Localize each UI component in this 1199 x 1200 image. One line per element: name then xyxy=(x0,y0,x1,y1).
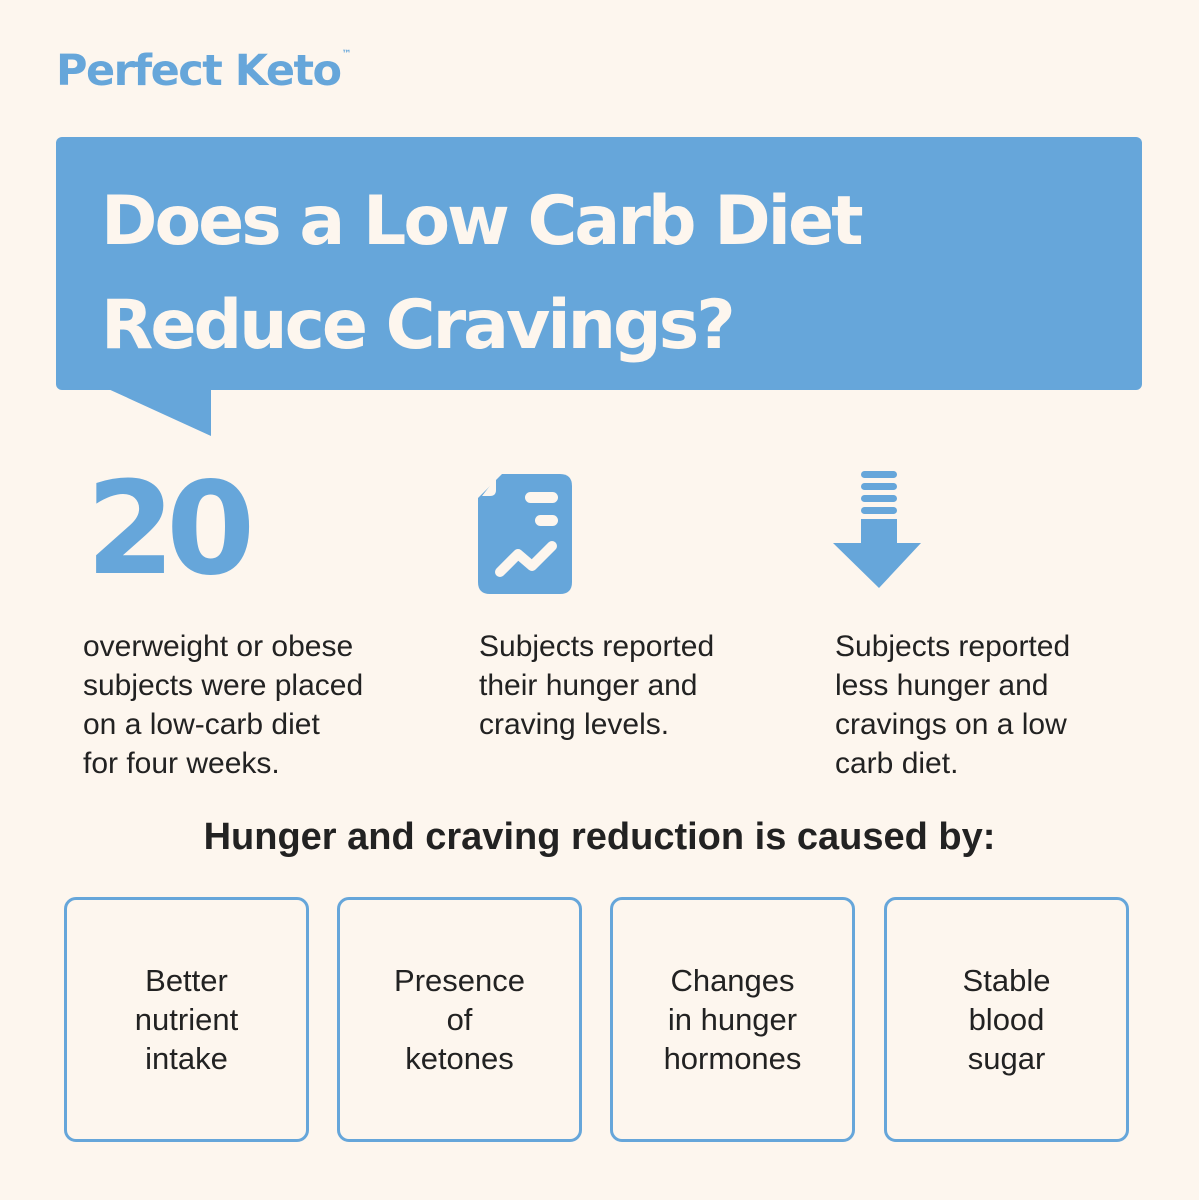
cause-label: Changes in hunger hormones xyxy=(663,963,802,1076)
cause-card-ketones: Presence of ketones xyxy=(337,897,582,1142)
headline-line-1: Does a Low Carb Diet xyxy=(101,182,864,261)
study-subjects-text: overweight or obese subjects were placed… xyxy=(83,630,364,780)
cause-card-nutrient-intake: Better nutrient intake xyxy=(64,897,309,1142)
cause-label: Stable blood sugar xyxy=(962,963,1051,1076)
causes-heading: Hunger and craving reduction is caused b… xyxy=(203,816,996,858)
speech-bubble-tail xyxy=(106,388,211,436)
headline-speech-bubble xyxy=(56,137,1142,390)
cause-card-blood-sugar: Stable blood sugar xyxy=(884,897,1129,1142)
self-report-text: Subjects reported their hunger and cravi… xyxy=(479,630,715,741)
report-chart-icon xyxy=(478,474,572,594)
cause-label: Better nutrient intake xyxy=(134,963,239,1076)
page-title: Does a Low Carb Diet Reduce Cravings? xyxy=(101,170,864,378)
brand-name: Perfect Keto xyxy=(56,46,342,96)
arrow-down-icon xyxy=(833,471,921,588)
trademark-mark: ™ xyxy=(341,49,352,60)
headline-line-2: Reduce Cravings? xyxy=(101,286,736,365)
cause-card-hunger-hormones: Changes in hunger hormones xyxy=(610,897,855,1142)
subject-count-stat: 20 xyxy=(86,455,255,604)
study-result-text: Subjects reported less hunger and cravin… xyxy=(835,630,1071,780)
cause-label: Presence of ketones xyxy=(394,963,525,1076)
brand-logo: Perfect Keto™ xyxy=(56,50,352,93)
